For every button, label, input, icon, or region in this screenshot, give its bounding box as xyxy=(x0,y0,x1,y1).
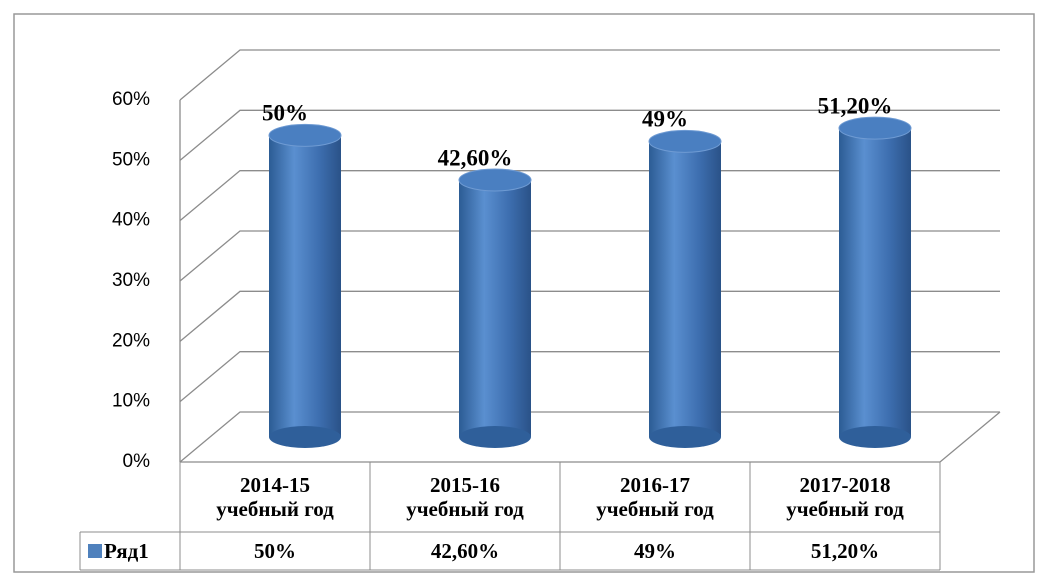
grid-line xyxy=(179,109,1000,161)
bar xyxy=(838,116,912,448)
cylinder-body xyxy=(839,128,911,438)
grid-line xyxy=(179,411,1000,463)
table-value: 49% xyxy=(634,539,676,563)
frame xyxy=(13,13,1035,573)
value-label: 42,60% xyxy=(438,145,513,170)
y-tick-label: 60% xyxy=(112,89,150,110)
value-label: 51,20% xyxy=(818,93,893,118)
grid-line xyxy=(179,49,1000,101)
cylinder-top xyxy=(268,123,342,147)
cylinder-top xyxy=(458,168,532,192)
table-value: 50% xyxy=(254,539,296,563)
grid-line xyxy=(179,170,1000,222)
cylinder-body xyxy=(269,135,341,438)
table-value: 51,20% xyxy=(810,539,880,563)
value-label: 49% xyxy=(642,107,688,132)
grid-line xyxy=(179,351,1000,403)
bar xyxy=(648,129,722,448)
legend-label: Ряд1 xyxy=(104,539,149,563)
table-value: 42,60% xyxy=(430,539,500,563)
y-tick-label: 50% xyxy=(112,149,150,170)
x-tick-label: 2014-15 учебный год xyxy=(216,473,334,521)
legend-swatch xyxy=(88,544,102,558)
cylinder-top xyxy=(648,129,722,153)
cylinder-body xyxy=(649,141,721,437)
cylinder-bottom xyxy=(649,426,721,448)
y-tick-label: 10% xyxy=(112,391,150,412)
cylinder-bottom xyxy=(459,426,531,448)
y-tick-label: 40% xyxy=(112,210,150,231)
bar xyxy=(268,123,342,448)
grid-line xyxy=(179,230,1000,282)
y-tick-label: 0% xyxy=(123,451,151,472)
cylinder-bottom xyxy=(839,426,911,448)
x-tick-label: 2015-16 учебный год xyxy=(406,473,524,521)
y-tick-label: 20% xyxy=(112,330,150,351)
x-tick-label: 2016-17 учебный год xyxy=(596,473,714,521)
value-label: 50% xyxy=(262,101,308,126)
grid-line xyxy=(179,290,1000,342)
y-tick-label: 30% xyxy=(112,270,150,291)
x-tick-label: 2017-2018 учебный год xyxy=(786,473,904,521)
cylinder-top xyxy=(838,116,912,140)
bar xyxy=(458,168,532,448)
cylinder-body xyxy=(459,179,531,438)
cylinder-bottom xyxy=(269,426,341,448)
